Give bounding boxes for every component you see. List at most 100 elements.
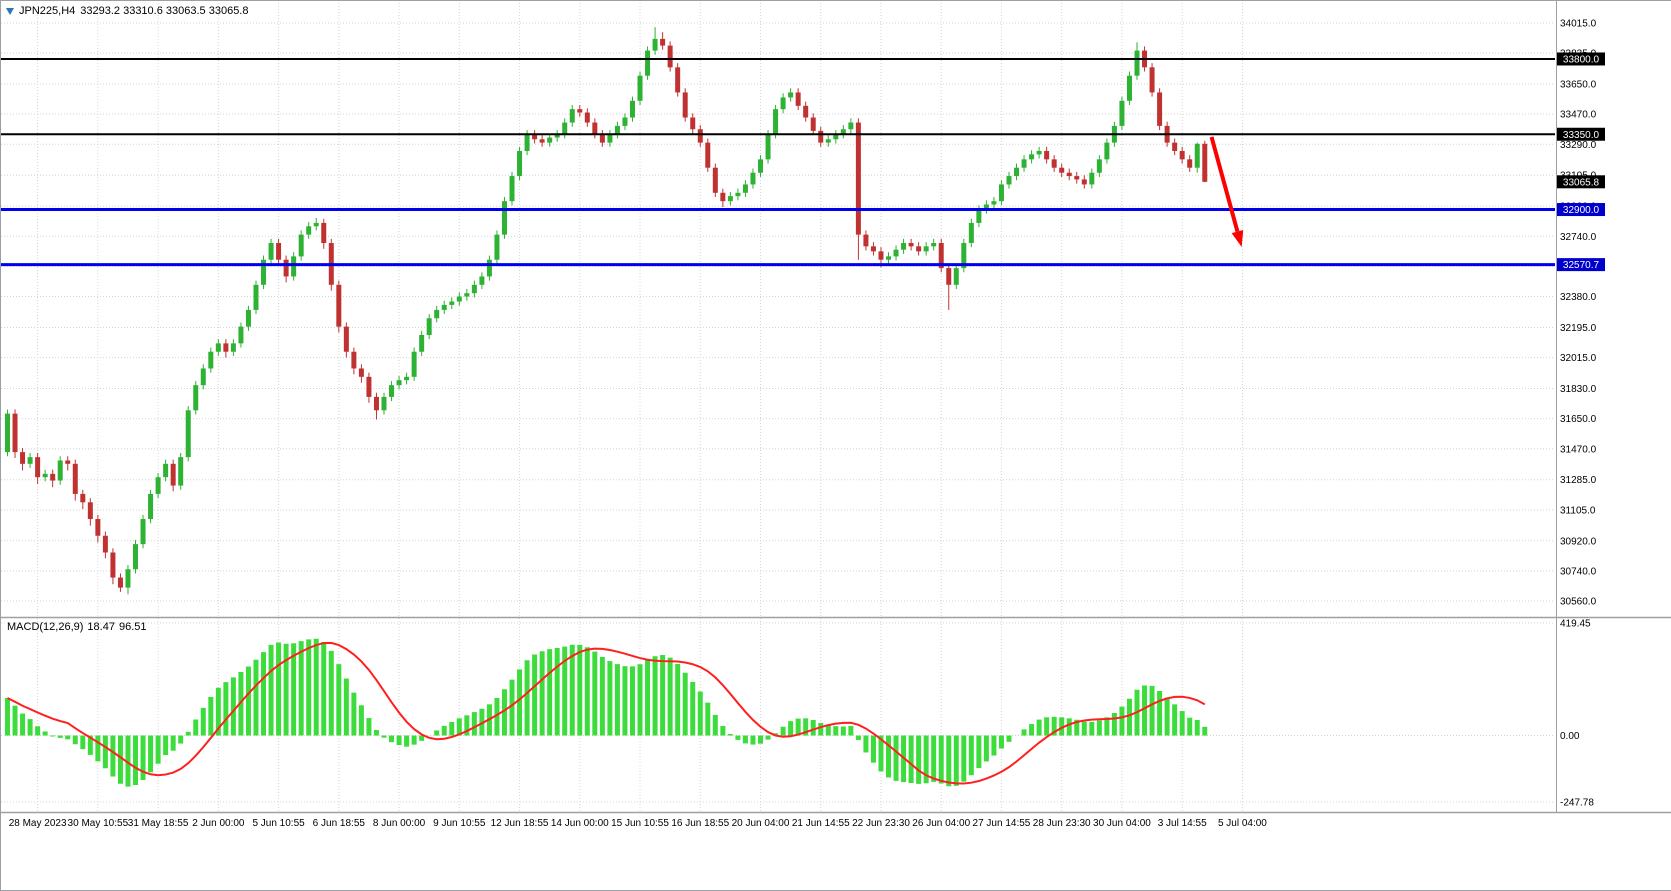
candle-bull xyxy=(148,493,154,520)
price-axis-label: 34015.0 xyxy=(1560,19,1597,30)
candle-bear xyxy=(855,122,861,235)
candle-bear xyxy=(336,284,342,327)
price-axis-label: 31830.0 xyxy=(1560,384,1597,395)
candle-bear xyxy=(80,493,86,503)
candle-bull xyxy=(727,196,733,202)
candle-bear xyxy=(592,122,598,135)
candle-bull xyxy=(471,284,477,294)
candle-bear xyxy=(870,246,876,252)
date-axis-label: 27 Jun 14:55 xyxy=(973,818,1031,829)
price-axis-label: 33470.0 xyxy=(1560,110,1597,121)
candle-bear xyxy=(50,473,56,481)
date-axis-label: 30 Jun 04:00 xyxy=(1093,818,1151,829)
candle-bull xyxy=(983,204,989,210)
macd-axis-label: 419.45 xyxy=(1560,619,1591,630)
candle-bear xyxy=(1081,179,1087,185)
candle-bull xyxy=(313,222,319,227)
candle-bear xyxy=(1044,150,1050,160)
candle-bull xyxy=(788,92,794,98)
date-axis-label: 3 Jul 14:55 xyxy=(1158,818,1207,829)
price-tag xyxy=(1557,203,1605,217)
candle-bull xyxy=(501,201,507,235)
price-axis-label: 33650.0 xyxy=(1560,80,1597,91)
candle-bull xyxy=(931,242,937,247)
candle-bull xyxy=(1119,100,1125,126)
price-tag-label: 33800.0 xyxy=(1563,54,1600,65)
price-axis-label: 32740.0 xyxy=(1560,232,1597,243)
candle-bull xyxy=(758,159,763,173)
candle-bull xyxy=(298,234,304,257)
candle-bull xyxy=(961,242,967,269)
date-axis-label: 28 May 2023 xyxy=(9,818,67,829)
candle-bear xyxy=(705,142,711,168)
candle-bull xyxy=(381,396,387,411)
candle-bull xyxy=(426,318,432,336)
candle-bear xyxy=(667,45,673,68)
candle-bull xyxy=(991,201,997,205)
date-axis-label: 31 May 18:55 xyxy=(128,818,189,829)
candle-bull xyxy=(42,473,48,478)
candle-bear xyxy=(366,376,372,397)
price-axis-label: 31285.0 xyxy=(1560,475,1597,486)
candle-bull xyxy=(833,134,839,140)
candle-bull xyxy=(886,256,892,260)
price-axis-label: 31470.0 xyxy=(1560,444,1597,455)
candle-bull xyxy=(976,209,982,223)
candle-bull xyxy=(57,460,63,481)
candle-bull xyxy=(893,249,899,257)
candle-bull xyxy=(306,226,312,235)
price-axis-label: 33290.0 xyxy=(1560,140,1597,151)
price-axis-label: 31105.0 xyxy=(1560,505,1596,516)
price-tag-label: 32900.0 xyxy=(1563,205,1600,216)
candle-bear xyxy=(1066,172,1072,177)
candle-bull xyxy=(562,122,568,135)
candle-bear xyxy=(712,167,718,193)
macd-axis-label: 0.00 xyxy=(1560,731,1580,742)
candle-bull xyxy=(614,125,620,135)
candle-bull xyxy=(178,457,184,486)
candle-bear xyxy=(283,259,289,277)
candle-bull xyxy=(1014,167,1020,177)
candle-bull xyxy=(261,259,267,285)
candle-bull xyxy=(735,192,741,197)
candle-bull xyxy=(389,385,395,397)
candle-bear xyxy=(795,92,801,106)
candle-bear xyxy=(675,67,681,93)
candle-bear xyxy=(351,351,357,369)
candle-bull xyxy=(163,463,169,478)
candle-bull xyxy=(517,150,523,177)
candle-bull xyxy=(27,457,33,464)
candle-bear xyxy=(916,246,922,252)
candle-bear xyxy=(321,222,327,243)
trend-arrow-head[interactable] xyxy=(1231,229,1244,248)
candle-bear xyxy=(803,105,809,118)
candle-bull xyxy=(780,97,786,110)
candle-bear xyxy=(102,535,108,553)
candle-bull xyxy=(1006,176,1012,185)
price-tag xyxy=(1557,127,1605,141)
candle-bull xyxy=(125,569,131,588)
candle-bear xyxy=(373,396,379,411)
candle-bear xyxy=(660,38,666,46)
candle-bull xyxy=(1134,50,1140,76)
price-axis-label: 31650.0 xyxy=(1560,414,1597,425)
price-axis-label: 32015.0 xyxy=(1560,353,1597,364)
candle-bull xyxy=(208,351,214,369)
candle-bull xyxy=(652,38,658,51)
candle-bull xyxy=(1104,142,1110,160)
date-axis-label: 9 Jun 10:55 xyxy=(433,818,486,829)
candle-bull xyxy=(953,268,959,285)
candle-bull xyxy=(629,100,635,118)
candle-bear xyxy=(72,463,78,494)
candle-bull xyxy=(773,109,779,135)
candle-bear xyxy=(1179,150,1185,160)
candle-bear xyxy=(878,251,884,260)
trend-arrow-shaft[interactable] xyxy=(1209,136,1240,233)
candle-bull xyxy=(185,410,191,458)
candle-bull xyxy=(411,351,417,377)
candle-bull xyxy=(215,343,221,352)
candle-bear xyxy=(1149,67,1155,93)
